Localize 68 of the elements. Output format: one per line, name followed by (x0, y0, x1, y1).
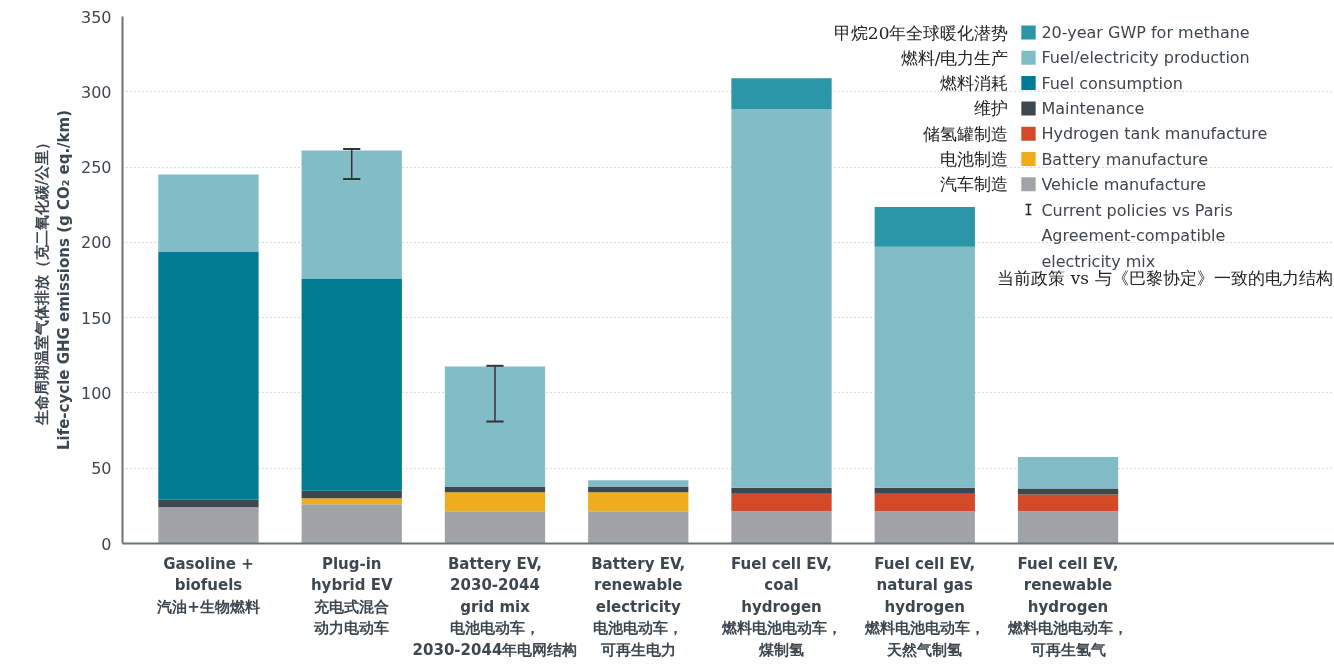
bar (301, 150, 402, 279)
bar (444, 511, 546, 544)
text: 充电式混合动力电动车 (313, 597, 390, 638)
legend-label: Fuel/electricity production (1041, 48, 1250, 68)
bar (301, 498, 402, 505)
x-tick-label: Fuel cell EV, renewable hydrogen (1017, 554, 1119, 616)
text: 燃料电池电动车，天然气制氢 (863, 619, 985, 659)
bar (301, 490, 402, 499)
y-tick-label: 300 (80, 82, 112, 102)
y-tick-label: 250 (80, 158, 112, 178)
legend-label: Vehicle manufacture (1041, 174, 1207, 194)
bar (874, 493, 975, 512)
bar (158, 507, 259, 544)
y-tick-label: 200 (80, 233, 112, 253)
bar (1017, 456, 1119, 489)
text: 电池电动车，可再生电力 (593, 619, 684, 659)
legend-label: Battery manufacture (1041, 149, 1209, 169)
y-axis-title: 生命周期温室气体排放（克二氧化碳/公里） Life-cycle GHG emissions (g CO₂ eq./km) (33, 109, 73, 451)
bar (874, 246, 975, 488)
y-tick-label: 50 (91, 459, 112, 479)
x-tick-label: Fuel cell EV, coal hydrogen (731, 554, 832, 616)
text: 燃料电池电动车，可再生氢气 (1007, 619, 1129, 659)
bar (731, 487, 832, 494)
bar (1017, 488, 1119, 495)
text: 汽油+生物燃料 (156, 597, 260, 616)
bar (588, 487, 689, 493)
annotation: 电池制造 (940, 149, 1009, 169)
bar (588, 480, 689, 488)
bar (444, 492, 546, 512)
annotation: 汽车制造 (940, 174, 1009, 195)
y-tick-label: 0 (101, 534, 112, 554)
x-tick-label: Battery EV, 2030-2044 grid mix (447, 554, 543, 616)
annotation: 燃料/电力生产 (900, 47, 1009, 68)
y-tick-label: 150 (80, 308, 112, 328)
bar (874, 511, 975, 544)
bar (588, 492, 689, 512)
bar (301, 278, 402, 491)
y-tick-label: 350 (80, 7, 112, 27)
bar (588, 511, 689, 544)
legend-label: Maintenance (1041, 98, 1145, 118)
bar (1017, 494, 1119, 512)
legend-label: 20-year GWP for methane (1041, 23, 1250, 42)
bar (731, 511, 832, 544)
y-tick-label: 100 (80, 383, 112, 403)
x-tick-label: Gasoline + biofuels (163, 554, 254, 595)
bar (731, 109, 832, 488)
x-tick-label: Fuel cell EV, natural gas hydrogen (874, 554, 976, 616)
annotation: 维护 (974, 98, 1009, 119)
bar (301, 504, 402, 544)
bar (1017, 511, 1119, 544)
legend-label: Fuel consumption (1041, 73, 1183, 93)
bar (444, 487, 546, 493)
bar (158, 499, 259, 508)
annotation: 储氢罐制造 (923, 123, 1009, 144)
bar (731, 493, 832, 512)
bar (158, 174, 259, 252)
text: 电池电动车，2030-2044年电网结构 (412, 619, 578, 659)
x-tick-label: Battery EV, renewable electricity (591, 554, 686, 616)
annotation: 燃料消耗 (940, 73, 1009, 94)
annotation: 甲烷20年全球暖化潜势 (833, 22, 1009, 43)
bar (874, 206, 975, 247)
bar (444, 366, 546, 488)
bar (731, 78, 832, 110)
text: 燃料电池电动车，煤制氢 (720, 619, 842, 659)
bar (158, 251, 259, 500)
bar (874, 487, 975, 494)
x-tick-label: Plug-in hybrid EV (310, 554, 393, 595)
legend-label: Hydrogen tank manufacture (1041, 124, 1268, 144)
